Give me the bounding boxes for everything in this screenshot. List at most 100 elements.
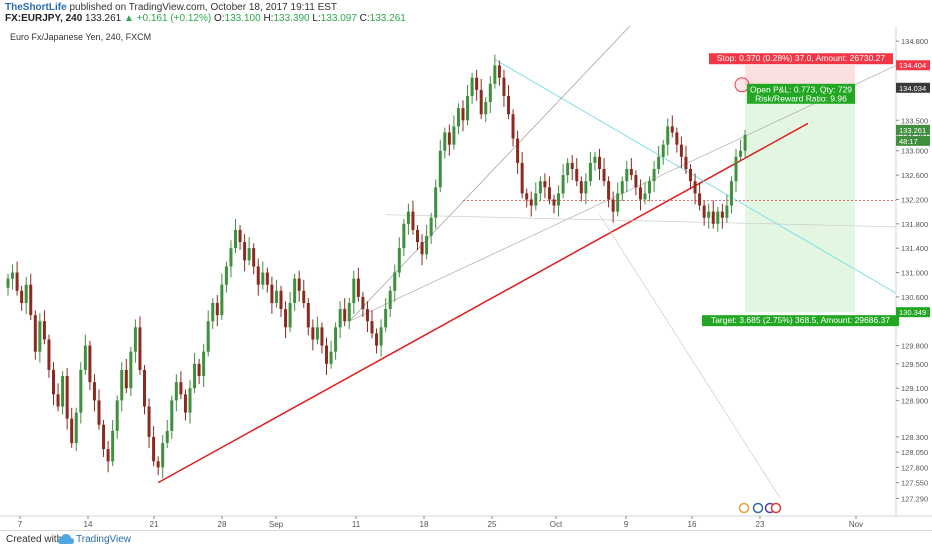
- price-tick-label: 129.100: [901, 384, 928, 393]
- candle-body: [479, 89, 483, 115]
- candle-body: [124, 369, 128, 389]
- time-axis[interactable]: 7 14 21 28 Sep 11 18 25 Oct 9 16 23 Nov: [18, 516, 863, 529]
- candle-body: [484, 102, 488, 115]
- price-chart[interactable]: 134.800134.400134.034133.500133.261133.0…: [0, 25, 932, 530]
- candle-body: [452, 126, 456, 145]
- candle: [734, 148, 738, 193]
- candle: [325, 337, 328, 375]
- candle: [161, 435, 165, 479]
- candle: [11, 264, 15, 290]
- author-name[interactable]: TheShortLife: [5, 2, 67, 13]
- price-tick-label: 132.600: [901, 171, 928, 180]
- candle-body: [447, 132, 451, 145]
- candle-body: [338, 309, 342, 328]
- price-tick: 127.550: [896, 479, 928, 488]
- candle: [507, 84, 510, 120]
- candle: [702, 200, 706, 226]
- economic-event-icon[interactable]: [752, 502, 764, 514]
- candle: [502, 69, 506, 107]
- candle: [461, 100, 465, 132]
- candle: [52, 362, 55, 406]
- candle: [179, 371, 183, 400]
- candle: [529, 191, 533, 217]
- candle-body: [638, 187, 642, 200]
- time-tick-label: Nov: [849, 520, 863, 529]
- time-tick: 7: [18, 516, 23, 529]
- candle: [6, 273, 10, 296]
- candle-body: [115, 400, 119, 431]
- candle: [416, 225, 419, 250]
- candle-body: [593, 156, 597, 163]
- target-price-label-bg: [896, 307, 930, 318]
- candle-body: [470, 77, 474, 96]
- candle-body: [111, 430, 115, 462]
- candle-body: [511, 114, 515, 139]
- candle-body: [625, 169, 629, 182]
- candle: [370, 310, 374, 339]
- candle: [684, 145, 688, 174]
- position-boxes[interactable]: Stop: 0.370 (0.28%) 37.0, Amount: 26730.…: [702, 53, 899, 327]
- candle: [516, 130, 520, 174]
- candle: [211, 298, 215, 330]
- target-box[interactable]: Target: 3.685 (2.75%) 368.5, Amount: 296…: [702, 315, 899, 327]
- candle: [65, 368, 69, 430]
- candle: [220, 273, 224, 321]
- candle-body: [161, 443, 165, 468]
- candle: [274, 279, 278, 308]
- candle-body: [488, 83, 492, 103]
- candle-body: [61, 376, 65, 407]
- candle: [484, 97, 488, 123]
- price-tick-label: 127.800: [901, 463, 928, 472]
- candle: [147, 398, 151, 448]
- current-price-label: 133.261: [896, 124, 930, 135]
- candle-body: [416, 229, 419, 243]
- chart-area[interactable]: 134.800134.400134.034133.500133.261133.0…: [0, 25, 932, 530]
- candle-body: [106, 449, 110, 462]
- candle: [652, 161, 656, 193]
- candle: [493, 54, 497, 89]
- candle-body: [716, 211, 720, 224]
- price-tick: 129.500: [896, 360, 928, 369]
- stop-box-text: Stop: 0.370 (0.28%) 37.0, Amount: 26730.…: [717, 53, 886, 63]
- candle-body: [311, 327, 315, 340]
- candle: [106, 441, 110, 473]
- candle-body: [252, 248, 256, 267]
- price-tick: 128.300: [896, 433, 928, 442]
- candle-body: [224, 266, 228, 285]
- candle: [411, 200, 415, 235]
- candle: [634, 170, 638, 196]
- candle: [229, 240, 233, 278]
- candle: [547, 176, 551, 205]
- candle: [302, 279, 306, 308]
- price-tick-label: 133.000: [901, 147, 928, 156]
- tradingview-brand[interactable]: TradingView: [76, 534, 132, 545]
- time-tick-label: 7: [18, 520, 23, 529]
- candle: [393, 264, 397, 302]
- candle: [129, 346, 133, 397]
- candle: [20, 285, 24, 311]
- countdown-label-bg: [896, 135, 930, 146]
- price-tick-label: 127.550: [901, 479, 928, 488]
- candle-body: [183, 394, 187, 413]
- economic-event-icon[interactable]: [770, 502, 782, 514]
- candle: [579, 176, 583, 202]
- candle: [725, 194, 729, 223]
- candle: [133, 319, 137, 363]
- candle: [33, 310, 37, 360]
- time-tick-label: Oct: [550, 520, 563, 529]
- candle-body: [388, 290, 392, 310]
- time-tick: 21: [150, 516, 159, 529]
- candle-body: [33, 315, 37, 352]
- candle: [47, 334, 51, 378]
- price-tick: 127.800: [896, 463, 928, 472]
- candle-body: [566, 162, 570, 176]
- stop-box[interactable]: Stop: 0.370 (0.28%) 37.0, Amount: 26730.…: [709, 53, 893, 65]
- economic-event-icon[interactable]: [738, 502, 750, 514]
- candle-body: [20, 290, 24, 303]
- candle-body: [315, 327, 319, 340]
- event-markers[interactable]: [738, 502, 782, 514]
- current-price-label-text: 133.261: [899, 126, 926, 135]
- candle: [193, 352, 197, 394]
- candle: [256, 258, 260, 296]
